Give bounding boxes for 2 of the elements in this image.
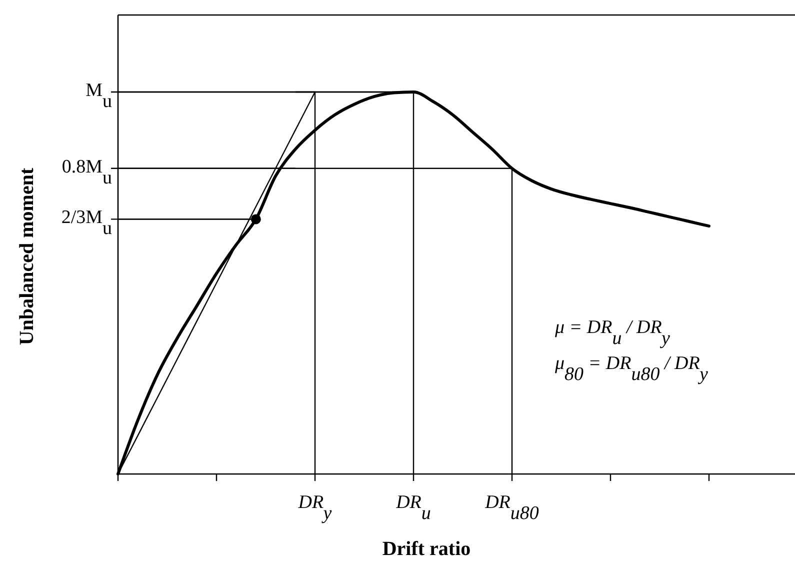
x-axis-title: Drift ratio <box>382 538 471 560</box>
y-axis-title: Unbalanced moment <box>16 168 38 346</box>
